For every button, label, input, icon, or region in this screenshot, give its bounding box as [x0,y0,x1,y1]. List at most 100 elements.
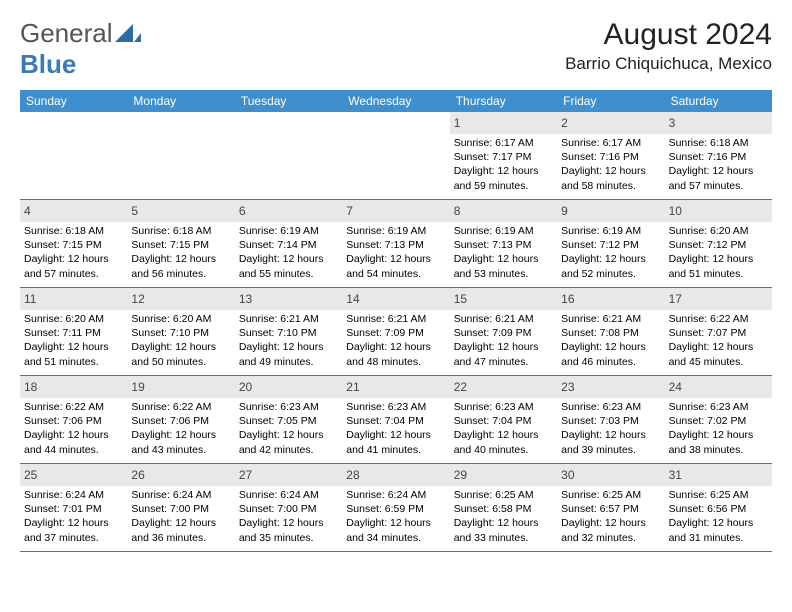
day-number-row: 22 [450,376,557,398]
day-number-row: 28 [342,464,449,486]
day-details: Sunrise: 6:19 AMSunset: 7:12 PMDaylight:… [561,224,660,281]
calendar-weeks: 1Sunrise: 6:17 AMSunset: 7:17 PMDaylight… [20,112,772,552]
day-details: Sunrise: 6:21 AMSunset: 7:08 PMDaylight:… [561,312,660,369]
brand-sail-icon [115,18,141,48]
calendar-cell [342,112,449,200]
weekday-header: Sunday [20,90,127,112]
calendar-cell: 29 Sunrise: 6:25 AMSunset: 6:58 PMDayligh… [450,464,557,552]
day-number-row: 20 [235,376,342,398]
day-number: 17 [669,292,682,306]
day-number-row: 23 [557,376,664,398]
day-number-row: 24 [665,376,772,398]
day-number: 29 [454,468,467,482]
weekday-header: Wednesday [342,90,449,112]
day-number: 25 [24,468,37,482]
day-details: Sunrise: 6:23 AMSunset: 7:02 PMDaylight:… [669,400,768,457]
day-details: Sunrise: 6:23 AMSunset: 7:04 PMDaylight:… [454,400,553,457]
day-details: Sunrise: 6:25 AMSunset: 6:57 PMDaylight:… [561,488,660,545]
calendar-cell: 6 Sunrise: 6:19 AMSunset: 7:14 PMDaylight… [235,200,342,288]
day-number: 8 [454,204,461,218]
calendar-cell: 12 Sunrise: 6:20 AMSunset: 7:10 PMDayligh… [127,288,234,376]
day-number-row: 31 [665,464,772,486]
day-details: Sunrise: 6:20 AMSunset: 7:12 PMDaylight:… [669,224,768,281]
day-number-row: 2 [557,112,664,134]
calendar-cell [20,112,127,200]
calendar-cell: 9Sunrise: 6:19 AMSunset: 7:12 PMDaylight… [557,200,664,288]
day-details: Sunrise: 6:19 AMSunset: 7:13 PMDaylight:… [346,224,445,281]
calendar-week-row: 1Sunrise: 6:17 AMSunset: 7:17 PMDaylight… [20,112,772,200]
day-details: Sunrise: 6:22 AMSunset: 7:06 PMDaylight:… [131,400,230,457]
calendar-cell: 10Sunrise: 6:20 AMSunset: 7:12 PMDayligh… [665,200,772,288]
weekday-header: Saturday [665,90,772,112]
day-details: Sunrise: 6:24 AMSunset: 7:00 PMDaylight:… [239,488,338,545]
day-number-row: 9 [557,200,664,222]
brand-logo: GeneralBlue [20,18,141,80]
day-number-row: 30 [557,464,664,486]
day-number-row: 13 [235,288,342,310]
day-details: Sunrise: 6:21 AMSunset: 7:10 PMDaylight:… [239,312,338,369]
day-details: Sunrise: 6:20 AMSunset: 7:10 PMDaylight:… [131,312,230,369]
day-details: Sunrise: 6:17 AMSunset: 7:16 PMDaylight:… [561,136,660,193]
calendar-cell: 5Sunrise: 6:18 AMSunset: 7:15 PMDaylight… [127,200,234,288]
calendar-cell: 20 Sunrise: 6:23 AMSunset: 7:05 PMDayligh… [235,376,342,464]
weekday-header: Tuesday [235,90,342,112]
location-label: Barrio Chiquichuca, Mexico [565,54,772,74]
calendar-cell [127,112,234,200]
day-details: Sunrise: 6:19 AMSunset: 7:13 PMDaylight:… [454,224,553,281]
weekday-header: Thursday [450,90,557,112]
day-number-row: 4 [20,200,127,222]
day-number-row: 10 [665,200,772,222]
day-number: 14 [346,292,359,306]
weekday-header: Friday [557,90,664,112]
calendar-cell: 17Sunrise: 6:22 AMSunset: 7:07 PMDayligh… [665,288,772,376]
calendar-week-row: 25 Sunrise: 6:24 AMSunset: 7:01 PMDayligh… [20,464,772,552]
day-number: 20 [239,380,252,394]
day-details: Sunrise: 6:25 AMSunset: 6:56 PMDaylight:… [669,488,768,545]
calendar-cell: 3Sunrise: 6:18 AMSunset: 7:16 PMDaylight… [665,112,772,200]
calendar-week-row: 4Sunrise: 6:18 AMSunset: 7:15 PMDaylight… [20,200,772,288]
day-number: 18 [24,380,37,394]
calendar-cell: 16 Sunrise: 6:21 AMSunset: 7:08 PMDayligh… [557,288,664,376]
calendar-cell: 22Sunrise: 6:23 AMSunset: 7:04 PMDayligh… [450,376,557,464]
day-number: 23 [561,380,574,394]
month-title: August 2024 [565,18,772,52]
title-block: August 2024 Barrio Chiquichuca, Mexico [565,18,772,74]
day-details: Sunrise: 6:21 AMSunset: 7:09 PMDaylight:… [346,312,445,369]
calendar-cell: 31 Sunrise: 6:25 AMSunset: 6:56 PMDayligh… [665,464,772,552]
day-number-row: 29 [450,464,557,486]
calendar-cell: 14 Sunrise: 6:21 AMSunset: 7:09 PMDayligh… [342,288,449,376]
calendar-cell: 18Sunrise: 6:22 AMSunset: 7:06 PMDayligh… [20,376,127,464]
day-details: Sunrise: 6:19 AMSunset: 7:14 PMDaylight:… [239,224,338,281]
day-number-row: 19 [127,376,234,398]
day-number: 31 [669,468,682,482]
day-number: 6 [239,204,246,218]
calendar-cell [235,112,342,200]
day-details: Sunrise: 6:24 AMSunset: 7:01 PMDaylight:… [24,488,123,545]
day-number-row: 7 [342,200,449,222]
day-number: 26 [131,468,144,482]
day-details: Sunrise: 6:23 AMSunset: 7:03 PMDaylight:… [561,400,660,457]
day-number-row: 14 [342,288,449,310]
day-number: 4 [24,204,31,218]
calendar-cell: 7Sunrise: 6:19 AMSunset: 7:13 PMDaylight… [342,200,449,288]
weekday-header: Monday [127,90,234,112]
day-number: 5 [131,204,138,218]
day-number: 16 [561,292,574,306]
day-details: Sunrise: 6:25 AMSunset: 6:58 PMDaylight:… [454,488,553,545]
calendar-cell: 25 Sunrise: 6:24 AMSunset: 7:01 PMDayligh… [20,464,127,552]
day-number: 12 [131,292,144,306]
day-number: 2 [561,116,568,130]
brand-part1: General [20,18,113,48]
day-number-row: 3 [665,112,772,134]
day-number-row: 11 [20,288,127,310]
calendar-cell: 19Sunrise: 6:22 AMSunset: 7:06 PMDayligh… [127,376,234,464]
calendar-cell: 21Sunrise: 6:23 AMSunset: 7:04 PMDayligh… [342,376,449,464]
day-number-row: 27 [235,464,342,486]
day-details: Sunrise: 6:23 AMSunset: 7:05 PMDaylight:… [239,400,338,457]
day-details: Sunrise: 6:24 AMSunset: 6:59 PMDaylight:… [346,488,445,545]
day-details: Sunrise: 6:23 AMSunset: 7:04 PMDaylight:… [346,400,445,457]
calendar-cell: 4Sunrise: 6:18 AMSunset: 7:15 PMDaylight… [20,200,127,288]
day-number: 30 [561,468,574,482]
day-details: Sunrise: 6:24 AMSunset: 7:00 PMDaylight:… [131,488,230,545]
calendar-cell: 30 Sunrise: 6:25 AMSunset: 6:57 PMDayligh… [557,464,664,552]
